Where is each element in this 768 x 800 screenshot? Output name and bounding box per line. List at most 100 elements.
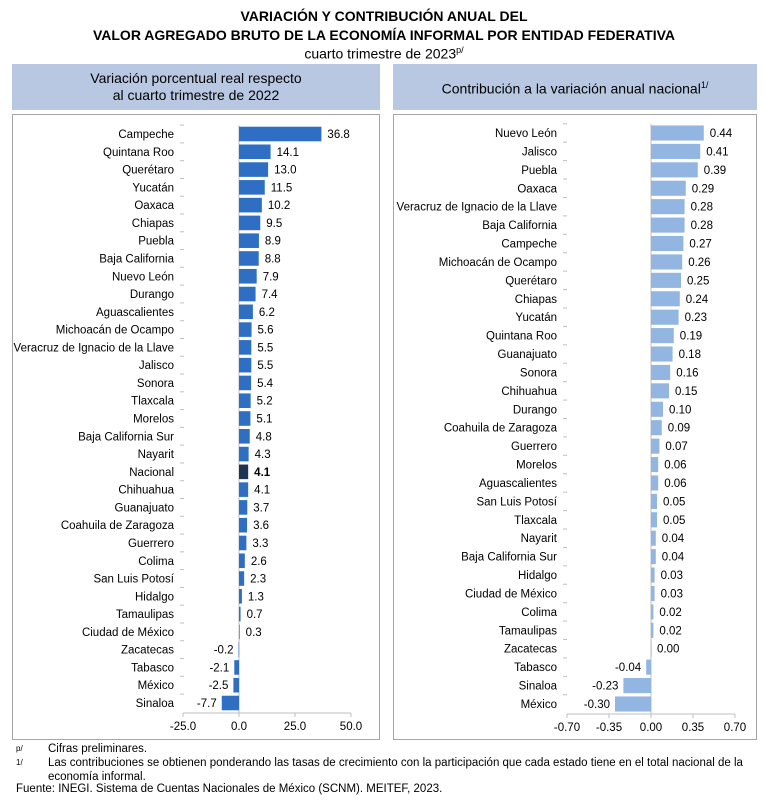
category-label: Baja California Sur xyxy=(78,431,174,443)
bar-highlight xyxy=(239,464,249,480)
category-label: Chihuahua xyxy=(118,485,174,497)
data-label: 36.8 xyxy=(327,129,349,141)
category-label: Tabasco xyxy=(131,662,174,674)
data-label: 0.03 xyxy=(661,588,683,600)
category-label: Tamaulipas xyxy=(116,609,174,621)
bar xyxy=(651,235,684,252)
bar xyxy=(651,530,656,546)
category-label: Tamaulipas xyxy=(499,625,557,637)
category-label: Puebla xyxy=(138,236,174,248)
data-label: 5.4 xyxy=(257,378,274,390)
data-label: 0.27 xyxy=(689,239,711,251)
bar xyxy=(651,383,669,399)
bar xyxy=(651,364,671,381)
category-label: Querétaro xyxy=(505,275,557,287)
data-label: -2.1 xyxy=(209,662,229,674)
bar xyxy=(651,420,662,436)
right-chart-frame xyxy=(393,114,757,740)
bar xyxy=(239,606,241,622)
bar xyxy=(651,346,673,362)
data-label: 0.02 xyxy=(659,607,681,619)
data-label: 3.6 xyxy=(253,520,269,532)
bar xyxy=(651,512,657,528)
category-label: Hidalgo xyxy=(518,570,557,582)
category-label: Michoacán de Ocampo xyxy=(56,325,174,337)
bar xyxy=(239,500,248,515)
category-label: Durango xyxy=(513,404,557,416)
data-label: -7.7 xyxy=(197,698,217,710)
data-label: 5.5 xyxy=(257,360,273,372)
footnote-key: 1/ xyxy=(16,758,23,767)
category-label: Zacatecas xyxy=(121,645,174,657)
bar xyxy=(651,309,679,325)
bar xyxy=(651,272,681,288)
category-label: Oaxaca xyxy=(134,200,174,212)
bar xyxy=(651,641,652,657)
category-label: Zacatecas xyxy=(504,644,557,656)
bar xyxy=(651,567,655,583)
bar xyxy=(239,340,252,355)
bar xyxy=(239,571,245,586)
x-tick-label: 0.35 xyxy=(682,722,704,734)
bar xyxy=(239,446,249,462)
bar xyxy=(239,180,265,195)
bar xyxy=(651,199,685,215)
data-label: 2.3 xyxy=(250,574,266,586)
bar xyxy=(651,143,701,159)
x-tick-label: -0.35 xyxy=(596,722,622,734)
left-header-line-2: al cuarto trimestre de 2022 xyxy=(112,87,280,103)
bar xyxy=(651,217,685,233)
data-label: 0.29 xyxy=(692,183,714,195)
category-label: México xyxy=(521,699,557,711)
data-label: 7.4 xyxy=(262,289,279,301)
data-label: 5.1 xyxy=(256,414,272,426)
data-label: 4.1 xyxy=(254,485,270,497)
bar xyxy=(239,517,248,533)
bar xyxy=(234,660,239,675)
data-label: 0.09 xyxy=(668,423,690,435)
category-label: Guanajuato xyxy=(115,502,174,514)
footnote-text: Cifras preliminares. xyxy=(48,743,148,755)
data-label: 0.15 xyxy=(675,386,697,398)
right-header-text: Contribución a la variación anual nacion… xyxy=(441,80,701,97)
category-label: Nayarit xyxy=(138,449,175,461)
data-label: 0.25 xyxy=(687,275,709,287)
category-label: México xyxy=(138,680,174,692)
category-label: Ciudad de México xyxy=(82,627,174,639)
category-label: Tlaxcala xyxy=(514,515,557,527)
category-label: Querétaro xyxy=(122,165,174,177)
left-chart-frame xyxy=(12,114,380,740)
bar xyxy=(651,493,657,509)
x-tick-label: 25.0 xyxy=(284,721,306,733)
left-header-line-1: Variación porcentual real respecto xyxy=(90,70,302,86)
bar xyxy=(239,251,259,266)
bar xyxy=(651,180,686,196)
category-label: Sonora xyxy=(520,367,558,379)
category-label: Veracruz de Ignacio de la Llave xyxy=(14,342,174,354)
data-label: 0.28 xyxy=(691,220,713,232)
category-label: Tlaxcala xyxy=(131,396,174,408)
data-label: -0.30 xyxy=(584,699,610,711)
bar xyxy=(615,696,651,712)
bar xyxy=(239,411,251,426)
category-label: Veracruz de Ignacio de la Llave xyxy=(397,202,557,214)
data-label: 0.26 xyxy=(688,257,710,269)
bar xyxy=(239,197,262,213)
bar xyxy=(221,695,239,711)
category-label: Nuevo León xyxy=(495,128,557,140)
data-label: 6.2 xyxy=(259,307,275,319)
category-label: Hidalgo xyxy=(135,591,174,603)
footnote-1: 1/Las contribuciones se obtienen pondera… xyxy=(16,756,761,784)
data-label: 0.10 xyxy=(669,404,691,416)
right-header-sup: 1/ xyxy=(700,79,709,90)
data-label: 1.3 xyxy=(248,591,264,603)
right-chart-header: Contribución a la variación anual nacion… xyxy=(393,64,757,110)
x-tick-label: 0.0 xyxy=(231,721,247,733)
category-label: Sinaloa xyxy=(519,681,558,693)
bar xyxy=(651,291,680,307)
data-label: 5.2 xyxy=(257,396,273,408)
bar xyxy=(239,357,252,373)
category-label: Morelos xyxy=(516,460,557,472)
bar xyxy=(651,438,660,454)
